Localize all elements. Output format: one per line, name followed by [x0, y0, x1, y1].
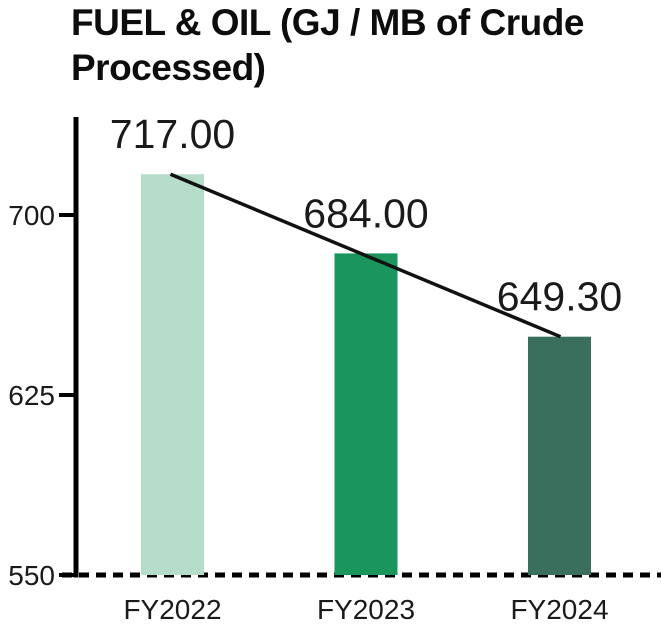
trend-line [169, 172, 562, 339]
bar-fy2023 [334, 253, 398, 575]
bar-fy2024 [528, 336, 591, 575]
category-label-fy2022: FY2022 [123, 594, 221, 625]
category-label-fy2024: FY2024 [510, 594, 608, 625]
y-axis-tick-label: 700 [8, 200, 55, 231]
y-axis-tick-label: 625 [8, 380, 55, 411]
bar-fy2022 [141, 174, 204, 575]
value-label-fy2023: 684.00 [303, 190, 428, 236]
category-label-fy2023: FY2023 [317, 594, 415, 625]
chart-title: FUEL & OIL (GJ / MB of Crude Processed) [71, 0, 651, 90]
y-axis-tick-label: 550 [8, 560, 55, 591]
value-label-fy2022: 717.00 [110, 111, 235, 157]
chart-title-line2: Processed) [71, 47, 266, 88]
value-label-fy2024: 649.30 [497, 274, 622, 320]
chart-title-line1: FUEL & OIL (GJ / MB of Crude [71, 2, 584, 43]
